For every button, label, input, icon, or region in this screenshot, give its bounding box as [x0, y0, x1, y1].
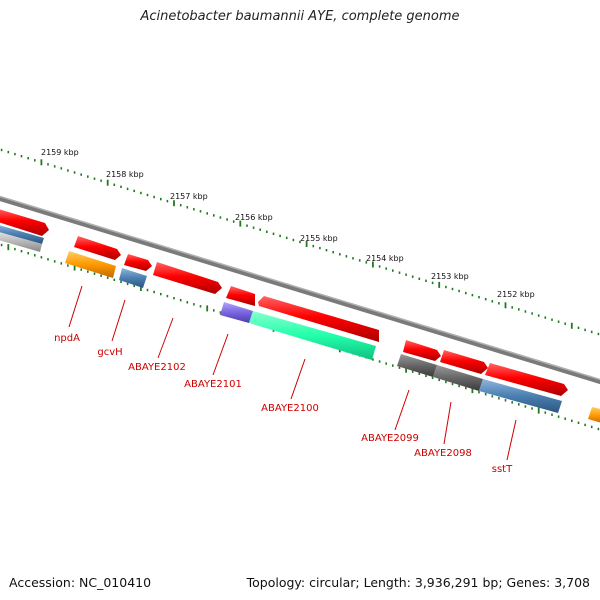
gene-label-gcvH: gcvH [97, 347, 122, 358]
scale-label: 2156 kbp [235, 213, 273, 222]
outer-tick-ring [0, 148, 600, 336]
feature-block-orange [588, 407, 600, 423]
gene-label-sstT: sstT [492, 464, 513, 475]
gene-arrow [485, 363, 568, 396]
leader-line [443, 401, 452, 445]
gene-arrow [124, 254, 152, 271]
feature-block-blue [0, 225, 44, 244]
feature-block-dark [433, 365, 483, 391]
gene-arrow [226, 286, 255, 306]
forward-strand-genes [0, 209, 568, 396]
gene-arrow [0, 209, 49, 236]
scale-label: 2153 kbp [431, 272, 469, 281]
genome-backbone [0, 195, 600, 385]
gene-label-ABAYE2101: ABAYE2101 [184, 379, 242, 390]
feature-block-purple [220, 302, 253, 323]
leader-line [111, 299, 126, 342]
leader-line [68, 285, 83, 328]
scale-label: 2152 kbp [497, 290, 535, 299]
feature-block-teal [249, 311, 376, 360]
scale-label: 2154 kbp [366, 254, 404, 263]
scale-labels: 2159 kbp 2158 kbp 2157 kbp 2156 kbp 2155… [41, 148, 535, 299]
label-leader-lines [68, 285, 517, 461]
scale-label: 2159 kbp [41, 148, 79, 157]
gene-label-npdA: npdA [54, 333, 80, 344]
gene-label-ABAYE2099: ABAYE2099 [361, 433, 419, 444]
genome-summary-label: Topology: circular; Length: 3,936,291 bp… [246, 575, 590, 590]
feature-block-dark [397, 354, 437, 377]
genome-backbone-highlight [0, 195, 600, 381]
reverse-strand-features [0, 225, 600, 423]
feature-block-blue [479, 379, 562, 413]
leader-line [212, 333, 229, 376]
feature-block-gray [0, 232, 42, 252]
scale-label: 2158 kbp [106, 170, 144, 179]
scale-label: 2157 kbp [170, 192, 208, 201]
accession-label: Accession: NC_010410 [9, 575, 152, 590]
gene-arrow [440, 350, 488, 374]
gene-labels: npdA gcvH ABAYE2102 ABAYE2101 ABAYE2100 … [54, 333, 513, 475]
leader-line [506, 419, 517, 461]
gene-arrow [153, 262, 222, 294]
map-title: Acinetobacter baumannii AYE, complete ge… [140, 9, 460, 24]
gene-label-ABAYE2100: ABAYE2100 [261, 403, 319, 414]
scale-label: 2155 kbp [300, 234, 338, 243]
gene-label-ABAYE2098: ABAYE2098 [414, 448, 472, 459]
leader-line [157, 317, 174, 359]
gene-arrow [403, 340, 441, 361]
leader-line [394, 389, 410, 431]
leader-line [290, 358, 306, 400]
gene-label-ABAYE2102: ABAYE2102 [128, 362, 186, 373]
feature-block-orange [65, 251, 116, 278]
feature-block-blue [119, 268, 147, 288]
gene-arrow [74, 236, 121, 260]
gene-arrow [258, 296, 379, 342]
